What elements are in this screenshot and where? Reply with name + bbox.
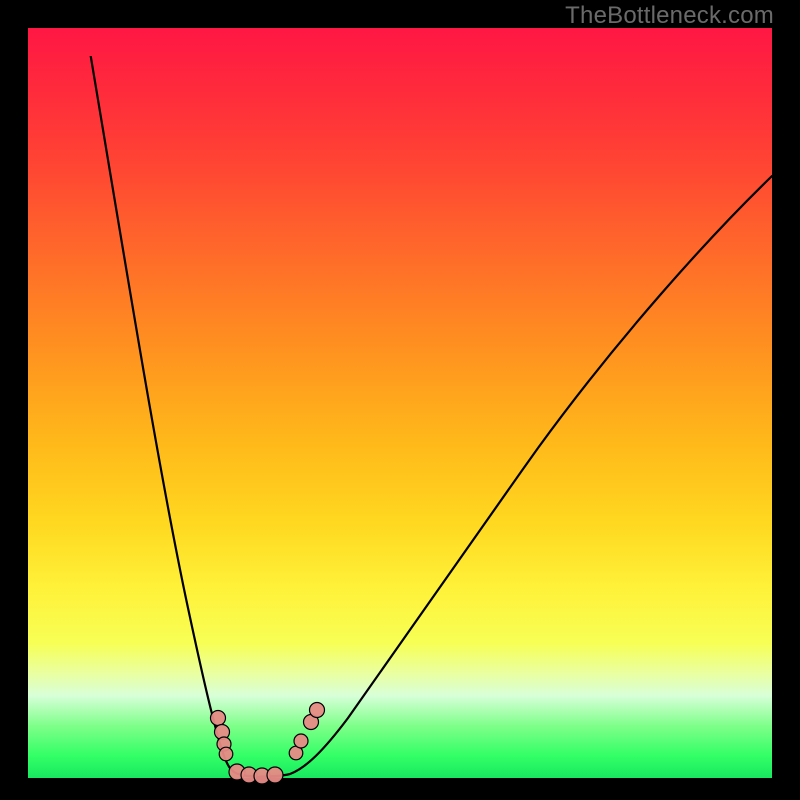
chart-container: { "canvas": { "width": 800, "height": 80…	[0, 0, 800, 800]
heat-gradient-plot	[28, 28, 772, 778]
marker-point	[267, 767, 283, 783]
marker-point	[310, 703, 325, 718]
marker-point	[219, 747, 233, 761]
watermark-text: TheBottleneck.com	[565, 2, 774, 30]
bottleneck-chart	[0, 0, 800, 800]
marker-point	[294, 734, 308, 748]
marker-point	[211, 711, 226, 726]
